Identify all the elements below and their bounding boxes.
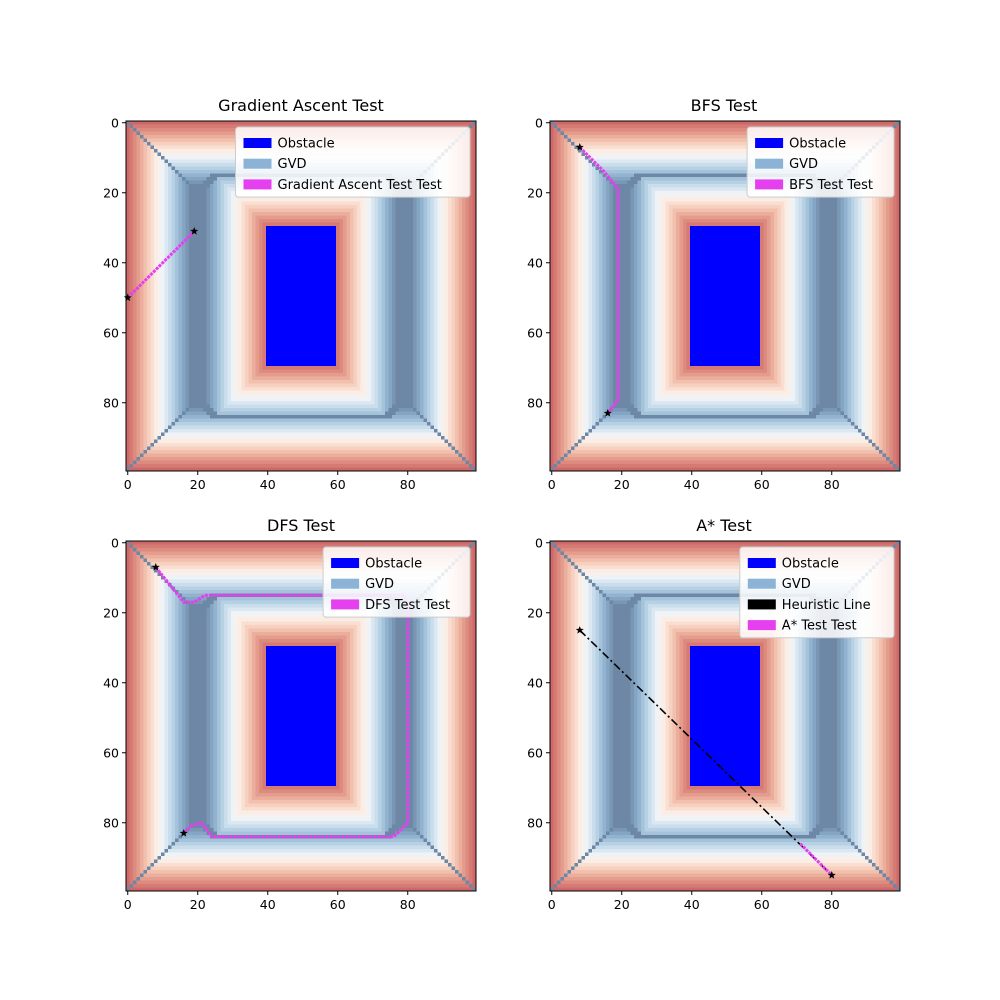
y-tick-label: 0 — [535, 535, 543, 550]
legend-swatch — [331, 558, 359, 568]
subplot-gradient-ascent: 0 0 20 20 40 40 60 60 80 80 Obstacle GVD Gradient As… — [103, 96, 476, 492]
legend-label: Obstacle — [365, 557, 422, 572]
legend-swatch — [755, 159, 783, 169]
legend-swatch — [244, 159, 272, 169]
x-tick-label: 0 — [548, 897, 556, 912]
x-tick-label: 0 — [124, 897, 132, 912]
legend-label: DFS Test Test — [365, 598, 450, 613]
legend-swatch — [748, 558, 776, 568]
legend-label: GVD — [278, 157, 307, 172]
y-tick-label: 0 — [111, 535, 119, 550]
legend-swatch — [331, 579, 359, 589]
legend-label: Obstacle — [782, 557, 839, 572]
legend-label: Heuristic Line — [782, 598, 871, 613]
legend-swatch — [748, 599, 776, 609]
y-tick-label: 40 — [103, 675, 119, 690]
x-tick-label: 40 — [684, 897, 700, 912]
legend-swatch — [244, 138, 272, 148]
subplot-bfs: 0 0 20 20 40 40 60 60 80 80 Obstacle GVD BFS Test Te… — [527, 96, 900, 492]
x-tick-label: 20 — [190, 897, 206, 912]
y-tick-label: 20 — [527, 185, 543, 200]
y-tick-label: 80 — [103, 815, 119, 830]
y-tick-label: 20 — [527, 605, 543, 620]
x-tick-label: 20 — [190, 477, 206, 492]
legend-label: GVD — [789, 157, 818, 172]
x-tick-label: 80 — [824, 897, 840, 912]
legend-label: GVD — [782, 577, 811, 592]
x-tick-label: 20 — [614, 477, 630, 492]
legend-swatch — [244, 179, 272, 189]
legend-swatch — [755, 138, 783, 148]
legend-swatch — [755, 179, 783, 189]
legend: Obstacle GVD DFS Test Test — [323, 547, 470, 617]
legend-label: Obstacle — [278, 137, 335, 152]
subplot-title: Gradient Ascent Test — [218, 96, 384, 115]
x-tick-label: 20 — [614, 897, 630, 912]
x-tick-label: 60 — [754, 477, 770, 492]
y-tick-label: 80 — [103, 395, 119, 410]
legend-swatch — [748, 620, 776, 630]
x-tick-label: 80 — [824, 477, 840, 492]
x-tick-label: 40 — [260, 477, 276, 492]
legend-swatch — [331, 599, 359, 609]
x-tick-label: 0 — [124, 477, 132, 492]
x-tick-label: 0 — [548, 477, 556, 492]
subplot-astar: 0 0 20 20 40 40 60 60 80 80 Obstacle GVD Heuristic L… — [527, 516, 900, 912]
subplot-title: BFS Test — [691, 96, 758, 115]
y-tick-label: 80 — [527, 815, 543, 830]
x-tick-label: 80 — [400, 477, 416, 492]
legend-label: Gradient Ascent Test Test — [278, 178, 442, 193]
x-tick-label: 40 — [260, 897, 276, 912]
y-tick-label: 40 — [527, 675, 543, 690]
legend: Obstacle GVD Heuristic Line A* Test Test — [740, 547, 894, 638]
y-tick-label: 20 — [103, 605, 119, 620]
y-tick-label: 40 — [103, 255, 119, 270]
y-tick-label: 60 — [103, 745, 119, 760]
legend-label: Obstacle — [789, 137, 846, 152]
x-tick-label: 80 — [400, 897, 416, 912]
y-tick-label: 80 — [527, 395, 543, 410]
subplot-dfs: 0 0 20 20 40 40 60 60 80 80 Obstacle GVD DFS Test Te… — [103, 516, 476, 912]
legend-label: BFS Test Test — [789, 178, 873, 193]
legend-label: A* Test Test — [782, 619, 857, 634]
x-tick-label: 60 — [330, 897, 346, 912]
legend-swatch — [748, 579, 776, 589]
x-tick-label: 60 — [330, 477, 346, 492]
y-tick-label: 0 — [111, 115, 119, 130]
legend: Obstacle GVD BFS Test Test — [747, 127, 894, 197]
x-tick-label: 40 — [684, 477, 700, 492]
legend-label: GVD — [365, 577, 394, 592]
y-tick-label: 60 — [527, 745, 543, 760]
y-tick-label: 60 — [103, 325, 119, 340]
subplot-title: DFS Test — [267, 516, 335, 535]
y-tick-label: 40 — [527, 255, 543, 270]
y-tick-label: 0 — [535, 115, 543, 130]
x-tick-label: 60 — [754, 897, 770, 912]
subplot-title: A* Test — [696, 516, 752, 535]
y-tick-label: 60 — [527, 325, 543, 340]
y-tick-label: 20 — [103, 185, 119, 200]
legend: Obstacle GVD Gradient Ascent Test Test — [236, 127, 471, 197]
